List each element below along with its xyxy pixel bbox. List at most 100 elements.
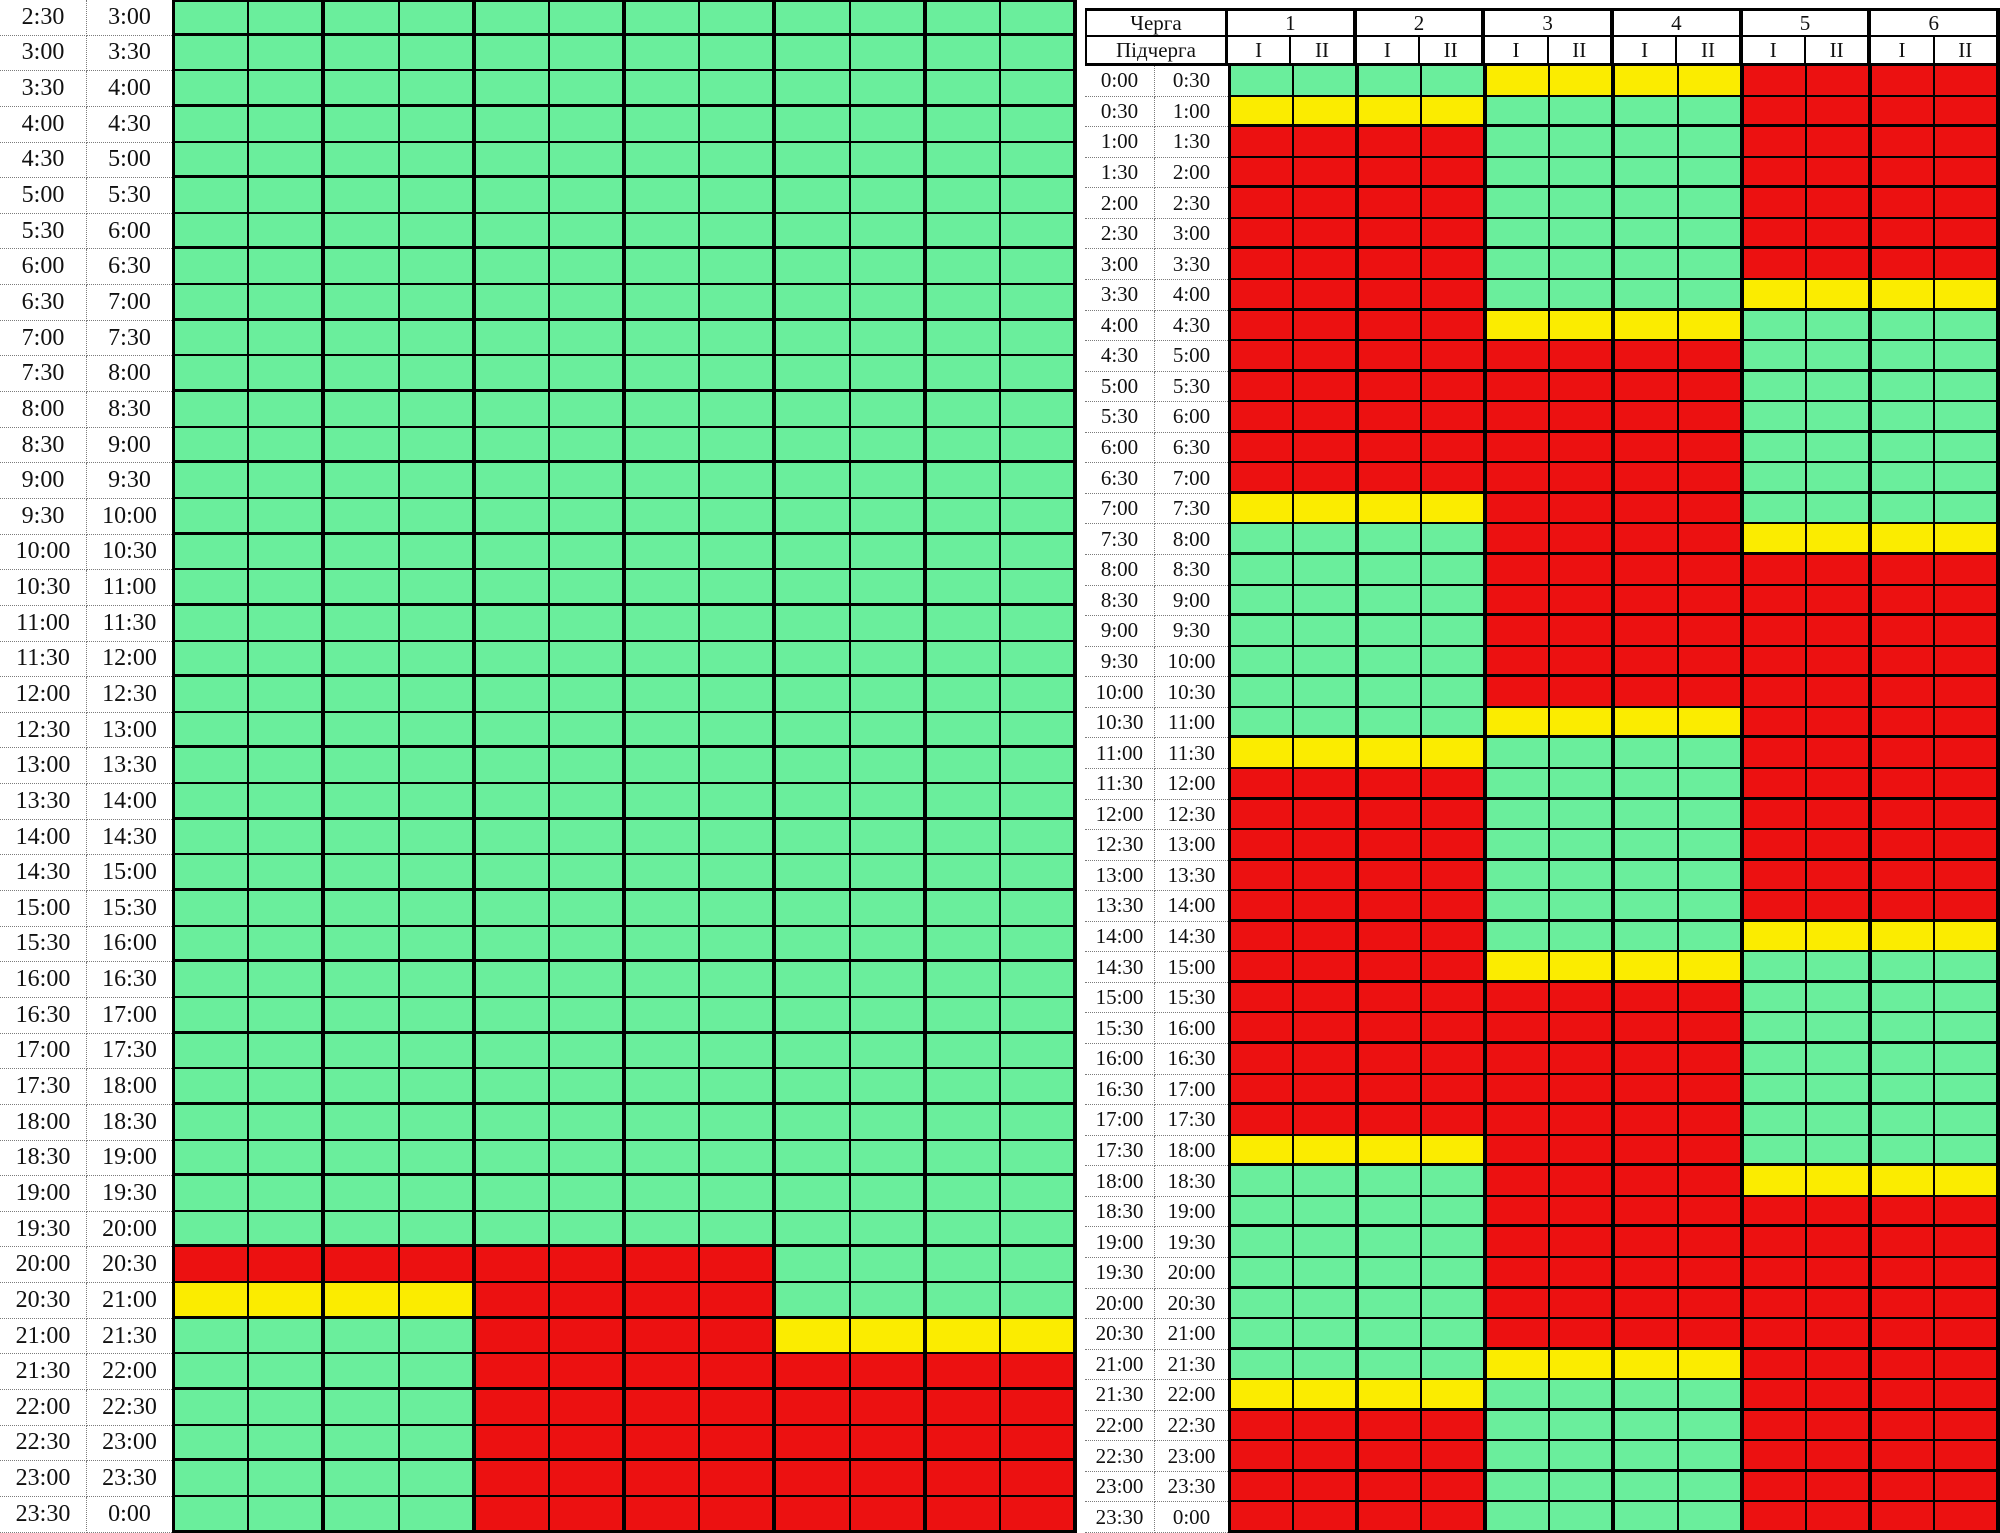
schedule-cell bbox=[399, 178, 476, 214]
schedule-cell bbox=[776, 35, 851, 72]
schedule-cell bbox=[399, 1318, 476, 1355]
schedule-cell bbox=[1422, 1166, 1488, 1197]
schedule-cell bbox=[700, 819, 777, 856]
schedule-cell bbox=[249, 285, 326, 321]
schedule-cell bbox=[626, 285, 701, 321]
schedule-cell bbox=[1871, 463, 1935, 494]
schedule-cell bbox=[850, 1033, 927, 1070]
schedule-cell bbox=[1871, 249, 1935, 280]
schedule-cell bbox=[172, 1104, 250, 1141]
schedule-row: 18:00 18:30 bbox=[0, 1104, 1078, 1141]
schedule-cell bbox=[1871, 96, 1935, 128]
time-end-label: 10:00 bbox=[87, 498, 172, 535]
schedule-cell bbox=[1678, 1441, 1744, 1472]
time-end-label: 13:00 bbox=[87, 712, 172, 749]
schedule-cell bbox=[325, 1318, 400, 1355]
time-start-label: 9:00 bbox=[0, 463, 87, 499]
schedule-cell bbox=[1422, 341, 1488, 372]
schedule-cell bbox=[1294, 646, 1360, 678]
schedule-cell bbox=[1294, 1257, 1360, 1289]
time-start-label: 23:30 bbox=[0, 1496, 87, 1533]
subqueue-roman-header: I bbox=[1613, 37, 1678, 66]
schedule-cell bbox=[249, 855, 326, 892]
schedule-cell bbox=[1678, 341, 1744, 372]
schedule-cell bbox=[1615, 830, 1679, 861]
time-end-label: 2:00 bbox=[1155, 157, 1228, 189]
schedule-cell bbox=[1743, 555, 1807, 586]
schedule-cell bbox=[399, 356, 476, 393]
schedule-cell bbox=[325, 1283, 400, 1319]
schedule-cell bbox=[1422, 707, 1488, 739]
schedule-cell bbox=[1422, 188, 1488, 219]
schedule-cell bbox=[399, 1283, 476, 1319]
schedule-cell bbox=[850, 463, 927, 499]
schedule-cell bbox=[626, 249, 701, 286]
schedule-cell bbox=[1294, 1349, 1360, 1381]
schedule-row: 8:00 8:30 bbox=[0, 392, 1078, 428]
subqueue-roman-header: II bbox=[1677, 37, 1743, 66]
schedule-cell bbox=[475, 534, 550, 571]
schedule-cell bbox=[1615, 249, 1679, 280]
schedule-cell bbox=[1615, 157, 1679, 189]
schedule-cell bbox=[1934, 1410, 2000, 1442]
schedule-cell bbox=[1615, 616, 1679, 647]
schedule-cell bbox=[549, 605, 627, 642]
schedule-cell bbox=[1000, 641, 1078, 678]
schedule-cell bbox=[776, 534, 851, 571]
schedule-cell bbox=[1934, 493, 2000, 525]
schedule-cell bbox=[1678, 616, 1744, 647]
schedule-cell bbox=[776, 213, 851, 250]
schedule-cell bbox=[399, 1389, 476, 1426]
schedule-cell bbox=[475, 463, 550, 499]
time-end-label: 1:00 bbox=[1155, 96, 1228, 128]
schedule-cell bbox=[850, 1461, 927, 1497]
schedule-cell bbox=[1487, 127, 1551, 158]
time-end-label: 12:00 bbox=[87, 641, 172, 678]
schedule-cell bbox=[1806, 1380, 1872, 1411]
schedule-cell bbox=[1934, 1166, 2000, 1197]
schedule-cell bbox=[1678, 1288, 1744, 1320]
schedule-cell bbox=[1678, 677, 1744, 708]
schedule-cell bbox=[626, 35, 701, 72]
schedule-cell bbox=[1000, 35, 1078, 72]
schedule-row: 14:00 14:30 bbox=[1085, 921, 2000, 953]
schedule-cell bbox=[475, 748, 550, 785]
time-start-label: 10:00 bbox=[0, 534, 87, 571]
time-end-label: 22:30 bbox=[1155, 1410, 1228, 1442]
time-end-label: 14:30 bbox=[87, 819, 172, 856]
schedule-cell bbox=[549, 213, 627, 250]
schedule-cell bbox=[1550, 982, 1616, 1014]
schedule-cell bbox=[1422, 493, 1488, 525]
schedule-row: 8:30 9:00 bbox=[0, 427, 1078, 464]
schedule-cell bbox=[475, 320, 550, 357]
schedule-cell bbox=[1743, 524, 1807, 555]
schedule-cell bbox=[1000, 106, 1078, 143]
schedule-cell bbox=[1615, 96, 1679, 128]
schedule-cell bbox=[1678, 1380, 1744, 1411]
schedule-cell bbox=[926, 0, 1001, 36]
schedule-cell bbox=[249, 427, 326, 464]
time-end-label: 8:00 bbox=[87, 356, 172, 393]
schedule-cell bbox=[700, 534, 777, 571]
schedule-cell bbox=[1294, 982, 1360, 1014]
schedule-cell bbox=[1678, 1013, 1744, 1044]
schedule-row: 7:00 7:30 bbox=[0, 320, 1078, 357]
schedule-cell bbox=[1615, 1044, 1679, 1075]
schedule-cell bbox=[1294, 371, 1360, 403]
schedule-cell bbox=[626, 0, 701, 36]
schedule-cell bbox=[1359, 341, 1423, 372]
schedule-cell bbox=[1806, 432, 1872, 464]
schedule-cell bbox=[1743, 646, 1807, 678]
schedule-cell bbox=[1806, 279, 1872, 311]
schedule-cell bbox=[1294, 891, 1360, 922]
schedule-cell bbox=[700, 106, 777, 143]
time-end-label: 6:00 bbox=[1155, 402, 1228, 433]
schedule-cell bbox=[700, 463, 777, 499]
schedule-cell bbox=[325, 926, 400, 963]
schedule-cell bbox=[1422, 218, 1488, 250]
schedule-cell bbox=[926, 1104, 1001, 1141]
schedule-cell bbox=[475, 855, 550, 892]
schedule-cell bbox=[1294, 1227, 1360, 1258]
schedule-cell bbox=[1806, 585, 1872, 617]
time-end-label: 20:00 bbox=[1155, 1257, 1228, 1289]
